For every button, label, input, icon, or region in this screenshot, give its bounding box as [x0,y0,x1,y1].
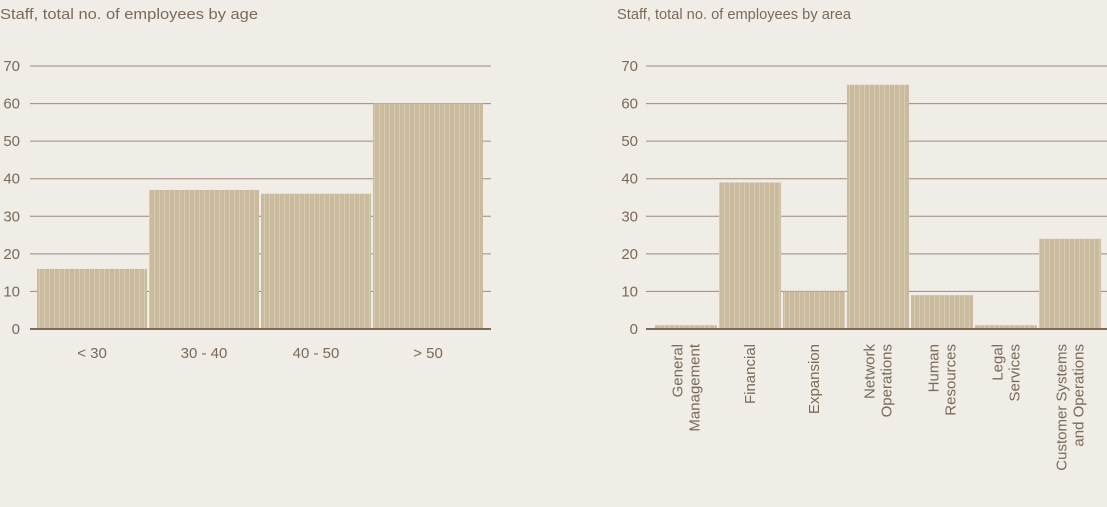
age-y-tick-label: 10 [3,283,20,300]
area-x-tick-line: Operations [879,344,896,417]
area-y-tick-label: 50 [621,133,638,150]
area-x-tick-line: Network [862,344,879,400]
area-y-tick-label: 40 [621,171,638,188]
area-x-tick-line: Customer Systems [1054,344,1071,471]
area-x-tick-line: Financial [742,344,759,404]
age-bar [261,193,371,329]
age-y-tick-label: 60 [3,96,20,113]
area-x-tick-line: Human [926,344,943,392]
area-x-tick-line: General [670,344,687,397]
age-y-tick-label: 50 [3,133,20,150]
area-bar [911,295,973,329]
area-x-tick-line: Resources [943,344,960,416]
area-x-tick-label: GeneralManagement [670,343,704,431]
area-x-tick-line: Expansion [806,344,823,414]
area-bar [847,84,909,330]
age-bar [37,268,147,329]
age-y-tick-label: 40 [3,171,20,188]
area-y-tick-label: 30 [621,208,638,225]
age-x-tick-label: 30 - 40 [181,345,228,362]
age-y-tick-label: 0 [12,321,20,338]
area-x-tick-label: LegalServices [990,344,1024,402]
area-bar [1039,238,1101,329]
age-bar [149,189,259,329]
age-bar [373,103,483,329]
area-x-tick-label: Customer Systemsand Operations [1054,344,1088,471]
area-x-tick-label: HumanResources [926,344,960,416]
area-bar [783,291,845,329]
area-x-tick-line: Management [687,343,704,431]
area-y-tick-label: 70 [621,58,638,75]
age-x-tick-label: > 50 [413,345,443,362]
area-bar [719,182,781,329]
area-x-tick-line: Legal [990,344,1007,381]
area-y-tick-label: 10 [621,283,638,300]
area-x-tick-label: Financial [742,344,759,404]
area-x-tick-line: Services [1007,344,1024,402]
age-y-tick-label: 30 [3,208,20,225]
age-y-tick-label: 20 [3,246,20,263]
area-y-tick-label: 0 [630,321,638,338]
area-y-tick-label: 20 [621,246,638,263]
area-bar [975,325,1037,329]
area-bar [655,325,717,329]
age-x-tick-label: 40 - 50 [293,345,340,362]
area-x-tick-label: NetworkOperations [862,344,896,418]
area-y-tick-label: 60 [621,96,638,113]
area-chart-title: Staff, total no. of employees by area [617,6,852,23]
age-x-tick-label: < 30 [77,345,107,362]
age-chart-title: Staff, total no. of employees by age [0,6,258,23]
area-x-tick-line: and Operations [1071,344,1088,447]
age-y-tick-label: 70 [3,58,20,75]
area-x-tick-label: Expansion [806,344,823,414]
